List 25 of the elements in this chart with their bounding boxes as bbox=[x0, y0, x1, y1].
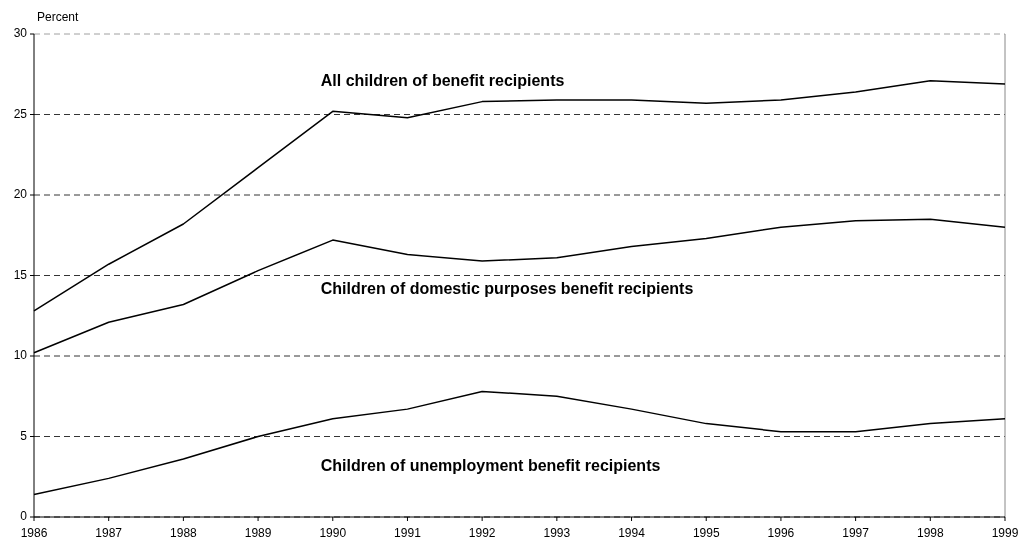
x-tick-label: 1997 bbox=[842, 526, 870, 540]
x-tick-label: 1987 bbox=[95, 526, 123, 540]
x-tick-label: 1999 bbox=[991, 526, 1019, 540]
text: Children of unemployment benefit recipients bbox=[320, 457, 661, 475]
y-tick-label: 5 bbox=[20, 428, 28, 443]
x-tick-label: 1993 bbox=[543, 526, 571, 540]
y-tick-label: 25 bbox=[13, 106, 28, 121]
x-tick-label: 1995 bbox=[692, 526, 720, 540]
y-tick-label: 10 bbox=[13, 348, 28, 363]
series-label: Children of domestic purposes benefit recipients bbox=[320, 280, 694, 298]
y-axis-title: Percent bbox=[37, 10, 80, 24]
x-tick-label: 1996 bbox=[767, 526, 795, 540]
x-tick-label: 1998 bbox=[916, 526, 944, 540]
x-tick-label: 1990 bbox=[319, 526, 347, 540]
y-tick-label: 15 bbox=[13, 267, 28, 282]
x-tick-label: 1988 bbox=[170, 526, 198, 540]
y-tick-label: 30 bbox=[13, 26, 28, 41]
x-tick-label: 1994 bbox=[618, 526, 646, 540]
y-tick-label: 20 bbox=[13, 187, 28, 202]
x-tick-label: 1986 bbox=[20, 526, 48, 540]
x-tick-label: 1991 bbox=[394, 526, 422, 540]
x-tick-label: 1989 bbox=[244, 526, 272, 540]
x-tick-label: 1992 bbox=[468, 526, 496, 540]
y-tick-label: 0 bbox=[20, 509, 28, 524]
series-label: All children of benefit recipients bbox=[320, 72, 565, 90]
